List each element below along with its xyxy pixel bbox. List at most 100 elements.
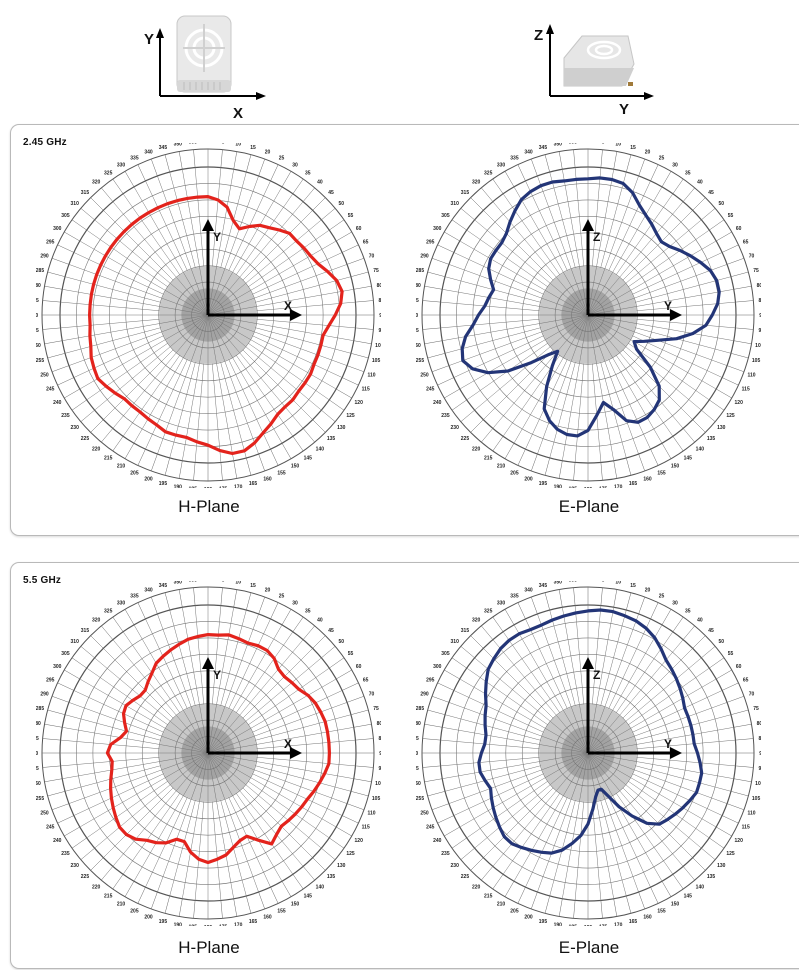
rim-tick	[246, 895, 252, 914]
grid-spoke	[627, 780, 710, 839]
angle-tick-label: 135	[327, 436, 336, 442]
angle-tick-label: 310	[71, 201, 80, 207]
rim-tick	[424, 723, 443, 728]
angle-tick-label: 125	[726, 851, 735, 857]
angle-tick-label: 125	[346, 413, 355, 419]
angle-tick-label: 140	[696, 446, 705, 452]
angle-tick-label: 35	[685, 608, 691, 614]
rim-tick	[558, 460, 563, 479]
grid-spoke	[207, 752, 259, 893]
grid-spoke	[68, 752, 209, 804]
grid-spoke	[525, 359, 568, 450]
angle-tick-label: 100	[755, 781, 761, 787]
angle-tick-label: 325	[484, 170, 493, 176]
angle-tick-label: 155	[657, 909, 666, 915]
angle-tick-label: 130	[337, 863, 346, 869]
angle-tick-label: 165	[629, 481, 638, 487]
rim-tick	[233, 898, 238, 917]
angle-tick-label: 335	[510, 593, 519, 599]
rim-tick	[730, 791, 749, 797]
grid-spoke	[562, 752, 589, 899]
angle-tick-label: 85	[759, 298, 761, 304]
angle-tick-label: 145	[684, 894, 693, 900]
grid-spoke	[587, 752, 702, 849]
angle-tick-label: 320	[472, 180, 481, 186]
grid-spoke	[574, 605, 584, 705]
grid-spoke	[207, 314, 322, 411]
rim-tick	[80, 847, 95, 860]
grid-spoke	[525, 180, 568, 271]
rim-tick	[431, 803, 450, 811]
angle-tick-label: 120	[735, 400, 744, 406]
angle-tick-label: 225	[461, 874, 470, 880]
angle-tick-label: 255	[36, 358, 44, 364]
rim-tick	[481, 625, 494, 640]
grid-spoke	[635, 765, 732, 792]
rim-tick	[124, 443, 135, 459]
grid-spoke	[453, 335, 544, 378]
rim-tick	[437, 682, 454, 691]
grid-spoke	[627, 229, 710, 288]
grid-spoke	[632, 690, 723, 733]
angle-tick-label: 190	[554, 922, 563, 926]
rim-tick	[124, 609, 135, 625]
grid-spoke	[157, 752, 209, 893]
grid-spoke	[587, 752, 728, 804]
angle-tick-label: 195	[539, 919, 548, 925]
grid-spoke	[587, 314, 717, 390]
angle-tick-label: 10	[235, 143, 241, 148]
grid-spoke	[587, 314, 639, 455]
grid-spoke	[169, 800, 196, 897]
angle-tick-label: 170	[614, 484, 623, 488]
angle-tick-label: 120	[355, 838, 364, 844]
angle-tick-label: 25	[279, 593, 285, 599]
angle-tick-label: 140	[696, 884, 705, 890]
rim-tick	[342, 244, 359, 253]
angle-tick-label: 0	[207, 143, 210, 145]
rim-tick	[112, 436, 124, 452]
rim-tick	[431, 257, 450, 265]
grid-spoke	[79, 314, 209, 390]
angle-tick-label: 305	[441, 651, 450, 657]
angle-tick-label: 60	[356, 226, 362, 232]
angle-tick-label: 330	[497, 162, 506, 168]
rim-tick	[71, 399, 87, 411]
angle-tick-label: 220	[92, 884, 101, 890]
rim-tick	[470, 419, 484, 433]
grid-spoke	[587, 240, 717, 316]
grid-spoke	[207, 219, 322, 316]
angle-tick-label: 145	[304, 894, 313, 900]
rim-tick	[137, 164, 146, 181]
rim-tick	[709, 657, 725, 669]
grid-spoke	[549, 171, 576, 268]
rim-tick	[124, 881, 135, 897]
angle-tick-label: 225	[81, 874, 90, 880]
grid-spoke	[64, 714, 161, 741]
angle-tick-label: 70	[749, 691, 755, 697]
angle-tick-label: 310	[71, 639, 80, 645]
rim-tick	[733, 778, 752, 783]
angle-tick-label: 65	[363, 239, 369, 245]
grid-spoke	[255, 327, 352, 354]
angle-tick-label: 160	[263, 477, 272, 483]
rim-tick	[270, 164, 279, 181]
access-point-front-icon	[176, 15, 232, 93]
grid-spoke	[440, 739, 540, 749]
grid-spoke	[627, 342, 710, 401]
rim-tick	[481, 866, 494, 881]
rim-tick	[124, 171, 135, 187]
rim-tick	[51, 257, 70, 265]
rim-tick	[481, 187, 494, 202]
rim-tick	[709, 219, 725, 231]
grid-spoke	[182, 607, 209, 754]
angle-tick-label: 165	[629, 919, 638, 925]
angle-tick-label: 355	[569, 143, 578, 146]
rim-tick	[544, 592, 550, 611]
angle-tick-label: 55	[348, 651, 354, 657]
rim-tick	[220, 462, 223, 481]
access-point-side-icon	[563, 35, 635, 87]
rim-tick	[730, 353, 749, 359]
rim-tick	[444, 669, 460, 680]
angle-tick-label: 155	[657, 471, 666, 477]
